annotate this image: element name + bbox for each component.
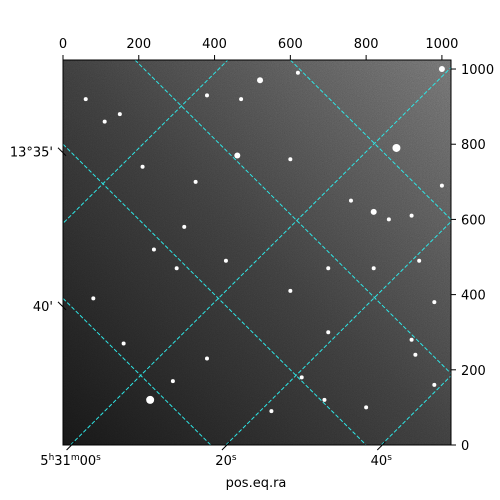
- dec-tick-label-1: 40': [33, 300, 53, 315]
- tick-label-layer: 0 200 400 600 800 1000 0 200 400 600 800 1000 5h31m0…: [10, 37, 494, 469]
- star-14: [91, 296, 96, 301]
- grid-line-7: [289, 60, 451, 220]
- star-15: [121, 341, 126, 346]
- star-layer: [83, 66, 445, 414]
- star-4: [234, 152, 241, 159]
- ra-tick-2: [376, 441, 386, 451]
- star-24: [299, 375, 304, 380]
- star-27: [364, 405, 369, 410]
- ra-tick-label-2: 40s: [371, 453, 393, 469]
- x-axis-label: pos.eq.ra: [226, 476, 287, 491]
- star-8: [257, 77, 264, 84]
- ra-tick-1: [221, 441, 231, 451]
- star-36: [386, 217, 391, 222]
- star-28: [413, 352, 418, 357]
- top-tick-label-200: 200: [126, 37, 151, 52]
- right-tick-label-800: 800: [461, 138, 486, 153]
- star-37: [288, 157, 293, 162]
- star-30: [102, 119, 107, 124]
- star-22: [409, 337, 414, 342]
- right-tick-label-1000: 1000: [461, 63, 494, 78]
- star-3: [182, 224, 187, 229]
- top-tick-label-600: 600: [278, 37, 303, 52]
- star-11: [223, 258, 228, 263]
- star-19: [371, 266, 376, 271]
- star-31: [83, 97, 88, 102]
- star-6: [370, 208, 377, 215]
- grid-line-6: [134, 60, 451, 374]
- star-25: [269, 409, 274, 414]
- star-29: [432, 382, 437, 387]
- star-39: [140, 164, 145, 169]
- ra-tick-label-0: 5h31m00s: [40, 453, 101, 469]
- star-13: [288, 288, 293, 293]
- star-10: [151, 247, 156, 252]
- grid-line-5: [63, 143, 367, 445]
- star-38: [193, 179, 198, 184]
- right-tick-label-400: 400: [461, 289, 486, 304]
- star-26: [322, 397, 327, 402]
- star-7: [348, 198, 353, 203]
- star-0: [146, 395, 155, 404]
- grid-line-1: [70, 67, 451, 445]
- dec-tick-1: [57, 301, 67, 311]
- top-tick-label-400: 400: [202, 37, 227, 52]
- ra-tick-label-1: 20s: [215, 453, 237, 469]
- star-33: [204, 93, 209, 98]
- star-17: [204, 356, 209, 361]
- star-12: [174, 266, 179, 271]
- star-32: [239, 97, 244, 102]
- top-tick-label-800: 800: [354, 37, 379, 52]
- image-noise-texture: [63, 60, 451, 445]
- star-34: [409, 213, 414, 218]
- dec-tick-0: [57, 147, 67, 157]
- grid-line-2: [225, 221, 451, 445]
- star-23: [326, 330, 331, 335]
- grid-line-3: [380, 375, 451, 445]
- star-21: [432, 300, 437, 305]
- star-35: [439, 183, 444, 188]
- star-18: [326, 266, 331, 271]
- star-5: [117, 112, 122, 117]
- coordinate-grid: [63, 60, 451, 445]
- star-16: [170, 379, 175, 384]
- tick-layer: [57, 55, 456, 451]
- top-tick-label-1000: 1000: [425, 37, 458, 52]
- star-2: [392, 143, 401, 152]
- right-tick-label-0: 0: [461, 439, 469, 454]
- dec-tick-label-0: 13°35': [10, 146, 53, 161]
- right-tick-label-600: 600: [461, 213, 486, 228]
- star-20: [417, 258, 422, 263]
- grid-line-4: [63, 298, 212, 445]
- grid-line-0: [63, 60, 229, 225]
- top-tick-label-0: 0: [59, 37, 67, 52]
- star-1: [438, 66, 445, 73]
- ra-tick-0: [66, 441, 75, 451]
- plot-border: [62, 59, 452, 446]
- star-9: [295, 70, 300, 75]
- right-tick-label-200: 200: [461, 364, 486, 379]
